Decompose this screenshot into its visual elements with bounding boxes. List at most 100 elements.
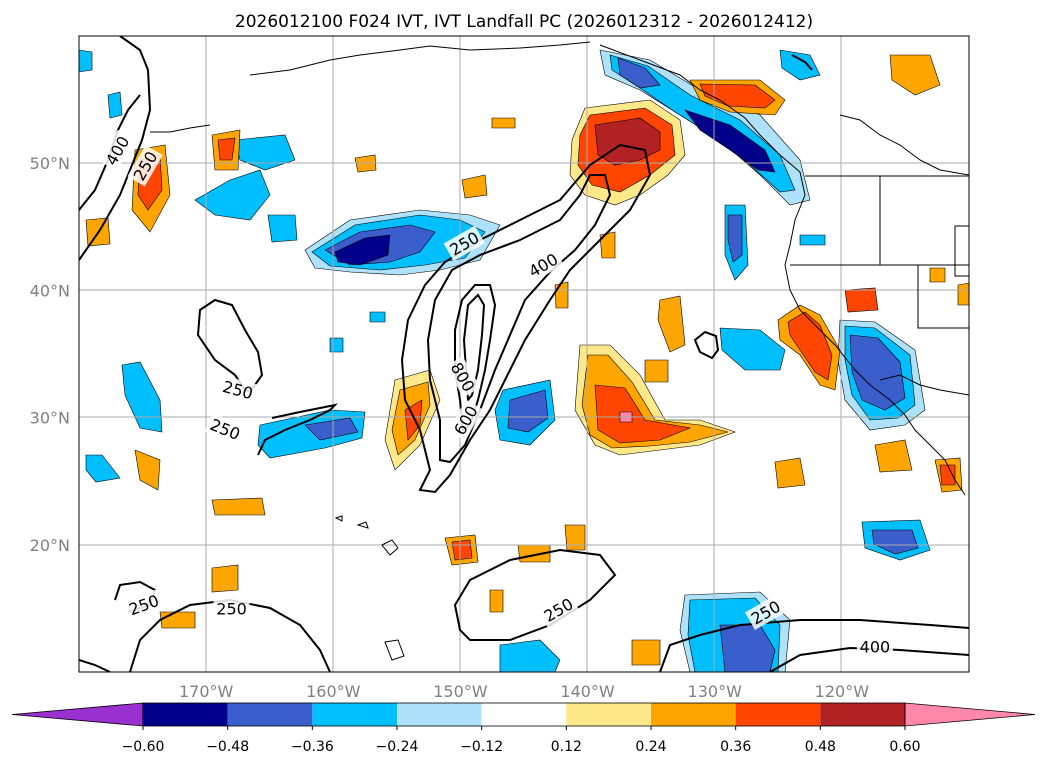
pc-region <box>85 454 121 483</box>
ivt-contour-label: 250 <box>213 598 250 619</box>
ivt-contour-label: 400 <box>856 636 893 657</box>
pc-region <box>79 49 93 73</box>
pc-region <box>217 137 236 161</box>
colorbar-bin <box>820 703 905 726</box>
colorbar-tick-label: 0.60 <box>889 739 920 755</box>
ivt-contour-250 <box>257 403 339 456</box>
pc-region <box>194 169 271 221</box>
pc-region <box>107 91 123 119</box>
ivt-contour-label-text: 400 <box>860 638 891 657</box>
colorbar-bin <box>481 703 567 726</box>
colorbar-bin <box>227 703 313 726</box>
x-axis-tick-labels: 170°W 160°W 150°W 140°W 130°W 120°W <box>179 682 869 701</box>
colorbar-tick-labels: −0.60 −0.48 −0.36 −0.24 −0.12 0.12 0.24 0.36 0.4… <box>122 726 921 755</box>
islands <box>150 124 405 661</box>
colorbar-tick-label: 0.36 <box>720 739 751 755</box>
colorbar-tick-label: −0.60 <box>122 739 165 755</box>
x-tick-label: 150°W <box>433 682 488 701</box>
pc-region <box>594 384 692 444</box>
ivt-contour-250 <box>453 548 617 641</box>
colorbar-bin <box>397 703 482 726</box>
pc-region <box>644 359 669 383</box>
pc-region <box>684 109 776 173</box>
ivt-contour-250 <box>791 54 813 71</box>
x-tick-label: 160°W <box>306 682 361 701</box>
pc-region <box>599 231 616 259</box>
colorbar-bin <box>312 703 397 726</box>
colorbar-bin <box>735 703 821 726</box>
ivt-contour-250 <box>659 619 969 672</box>
x-tick-label: 140°W <box>560 682 615 701</box>
x-tick-label: 170°W <box>179 682 234 701</box>
y-tick-label: 40°N <box>30 281 70 300</box>
pc-region <box>329 337 344 353</box>
colorbar-bin <box>11 702 144 727</box>
chart-title: 2026012100 F024 IVT, IVT Landfall PC (20… <box>235 12 813 32</box>
ivt-contour-250 <box>693 330 720 360</box>
y-tick-label: 30°N <box>30 409 70 428</box>
y-tick-label: 20°N <box>30 536 70 555</box>
pc-region <box>871 529 919 555</box>
colorbar-tick-label: −0.24 <box>376 739 419 755</box>
pc-region <box>727 214 743 263</box>
colorbar-bin <box>904 702 1036 727</box>
pc-region <box>631 639 661 666</box>
pc-region <box>267 214 298 243</box>
pc-region <box>211 564 239 593</box>
pc-shading <box>79 49 969 672</box>
pc-region <box>507 389 549 433</box>
pc-region <box>121 361 163 433</box>
colorbar-tick-label: 0.24 <box>635 739 666 755</box>
pc-region <box>844 287 879 313</box>
ivt-contour-400 <box>426 174 612 464</box>
pc-region <box>499 639 561 672</box>
ivt-contour-250 <box>79 36 152 261</box>
ivt-contour-label: 250 <box>217 375 258 404</box>
pc-region <box>134 449 161 491</box>
colorbar-tick-label: −0.48 <box>206 739 249 755</box>
map-frame <box>78 35 970 673</box>
pc-region <box>334 234 391 266</box>
ivt-contour-250 <box>400 143 652 494</box>
pc-region <box>489 589 504 613</box>
ivt-contour-400 <box>769 646 969 672</box>
x-tick-label: 130°W <box>688 682 743 701</box>
colorbar-bin <box>651 703 736 726</box>
pc-region <box>779 49 821 81</box>
pc-region <box>874 439 913 473</box>
x-tick-label: 120°W <box>815 682 870 701</box>
pc-region <box>369 311 386 323</box>
pc-region <box>554 281 569 309</box>
pc-region <box>211 497 266 516</box>
pc-region <box>929 267 946 283</box>
coastlines <box>249 41 969 496</box>
pc-region <box>939 464 956 486</box>
pc-region <box>957 282 969 306</box>
colorbar-bin <box>143 703 228 726</box>
ivt-contour-250 <box>196 298 264 394</box>
pc-region <box>491 117 516 129</box>
map-graticule <box>79 36 969 672</box>
colorbar-tick-label: 0.48 <box>805 739 836 755</box>
ivt-contour-label-text: 250 <box>216 599 247 618</box>
pc-region <box>159 611 196 629</box>
pc-region <box>719 327 786 371</box>
pc-region <box>461 174 488 199</box>
pc-region <box>699 83 776 109</box>
colorbar-bin <box>566 703 651 726</box>
colorbar-tick-label: −0.12 <box>460 739 503 755</box>
y-tick-label: 50°N <box>30 154 70 173</box>
ivt-contour-250 <box>79 659 111 672</box>
pc-region <box>657 295 686 353</box>
pc-region <box>304 417 359 441</box>
colorbar-tick-label: −0.36 <box>291 739 334 755</box>
pc-region <box>617 57 661 89</box>
pc-region <box>234 134 296 171</box>
y-axis-tick-labels: 50°N 40°N 30°N 20°N <box>30 154 70 555</box>
pc-region <box>849 334 906 411</box>
pc-region <box>799 234 826 246</box>
colorbar <box>11 702 1036 727</box>
colorbar-tick-label: 0.12 <box>551 739 582 755</box>
